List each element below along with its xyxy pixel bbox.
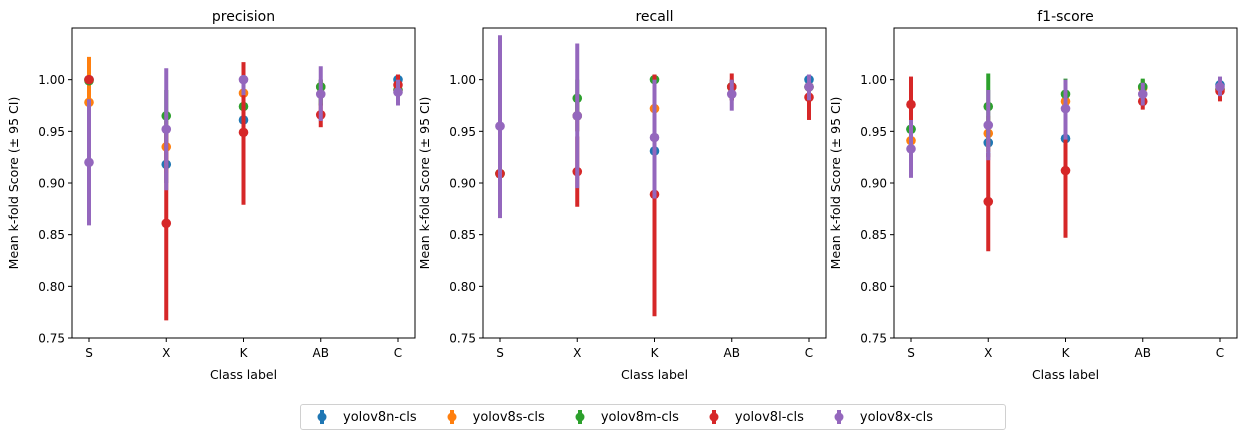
y-tick-label: 0.90: [38, 177, 65, 191]
data-point: [906, 99, 916, 110]
data-point: [238, 74, 249, 85]
x-tick-label: S: [907, 346, 915, 360]
data-point: [1137, 89, 1148, 99]
x-tick-label: X: [573, 346, 581, 360]
data-point: [1215, 82, 1225, 92]
data-point: [983, 196, 994, 207]
data-point: [906, 144, 916, 154]
x-tick-label: C: [1216, 346, 1224, 360]
x-axis-label: Class label: [210, 367, 277, 382]
chart-panel-recall: recall 0.75 0.80 0.85 0.90 0.95 1.00 S X K AB C Clas…: [417, 9, 827, 382]
data-point: [238, 127, 249, 138]
data-point: [393, 87, 403, 97]
legend-item-yolov8l: yolov8l-cls: [701, 407, 804, 427]
legend-label: yolov8m-cls: [600, 409, 679, 425]
y-tick-label: 0.90: [860, 177, 887, 191]
y-axis-label: Mean k-fold Score (± 95 CI): [828, 97, 843, 270]
data-point: [726, 89, 737, 99]
chart-panel-f1-score: f1-score 0.75 0.80 0.85 0.90 0.95 1.00 S X K AB C Cl…: [828, 9, 1238, 382]
data-point: [315, 89, 326, 99]
data-point: [1060, 103, 1071, 114]
y-tick-label: 0.75: [860, 332, 887, 346]
x-tick-label: X: [984, 346, 992, 360]
plot-frame: [482, 27, 827, 339]
y-tick-label: 0.75: [449, 332, 476, 346]
x-tick-label: AB: [1135, 346, 1151, 360]
x-tick-label: AB: [724, 346, 740, 360]
y-axis-label: Mean k-fold Score (± 95 CI): [417, 97, 432, 270]
data-point: [84, 74, 94, 85]
x-tick-label: K: [240, 346, 249, 360]
plot-frame: [893, 27, 1238, 339]
legend-label: yolov8s-cls: [472, 409, 545, 425]
legend-marker-icon: [447, 410, 457, 424]
y-tick-label: 0.95: [860, 125, 887, 139]
data-point: [495, 121, 505, 131]
legend-marker-icon: [317, 410, 327, 424]
y-tick-label: 1.00: [860, 73, 887, 87]
data-point: [161, 124, 172, 135]
y-tick-label: 0.80: [449, 280, 476, 294]
y-tick-label: 1.00: [38, 73, 65, 87]
y-axis-label: Mean k-fold Score (± 95 CI): [6, 97, 21, 270]
legend-item-yolov8m: yolov8m-cls: [567, 407, 679, 427]
data-point: [84, 157, 94, 168]
legend-marker-icon: [709, 410, 719, 424]
x-axis-label: Class label: [621, 367, 688, 382]
panel-title: precision: [212, 9, 275, 25]
y-tick-label: 0.85: [38, 228, 65, 242]
chart-panel-precision: precision 0.75 0.80 0.85 0.90 0.95 1.00 S X K AB C C…: [6, 9, 416, 382]
legend-item-yolov8s: yolov8s-cls: [439, 407, 545, 427]
data-point: [1060, 165, 1071, 176]
legend-marker-icon: [834, 410, 844, 424]
y-tick-label: 0.95: [38, 125, 65, 139]
plot-frame: [71, 27, 416, 339]
data-point: [983, 120, 994, 130]
data-point: [649, 132, 660, 143]
x-tick-label: K: [1062, 346, 1071, 360]
panel-title: f1-score: [1037, 9, 1094, 25]
x-tick-label: X: [162, 346, 170, 360]
panel-title: recall: [635, 9, 673, 25]
y-tick-label: 1.00: [449, 73, 476, 87]
x-tick-label: S: [496, 346, 504, 360]
x-tick-label: C: [805, 346, 813, 360]
y-tick-label: 0.95: [449, 125, 476, 139]
y-tick-label: 0.75: [38, 332, 65, 346]
legend-item-yolov8x: yolov8x-cls: [826, 407, 933, 427]
data-point: [161, 218, 172, 229]
x-tick-label: AB: [313, 346, 329, 360]
legend-item-yolov8n: yolov8n-cls: [309, 407, 417, 427]
y-tick-label: 0.80: [860, 280, 887, 294]
legend-marker-icon: [575, 410, 585, 424]
legend-label: yolov8l-cls: [734, 409, 804, 425]
y-tick-label: 0.90: [449, 177, 476, 191]
legend-label: yolov8n-cls: [343, 409, 417, 425]
x-tick-label: K: [651, 346, 660, 360]
data-point: [572, 111, 583, 121]
legend-label: yolov8x-cls: [859, 409, 934, 425]
x-tick-label: S: [85, 346, 93, 360]
x-tick-label: C: [394, 346, 402, 360]
y-tick-label: 0.85: [449, 228, 476, 242]
y-tick-label: 0.85: [860, 228, 887, 242]
chart-legend: yolov8n-cls yolov8s-cls yolov8m-cls yolo…: [300, 404, 1006, 430]
y-tick-label: 0.80: [38, 280, 65, 294]
data-point: [804, 82, 814, 92]
x-axis-label: Class label: [1032, 367, 1099, 382]
